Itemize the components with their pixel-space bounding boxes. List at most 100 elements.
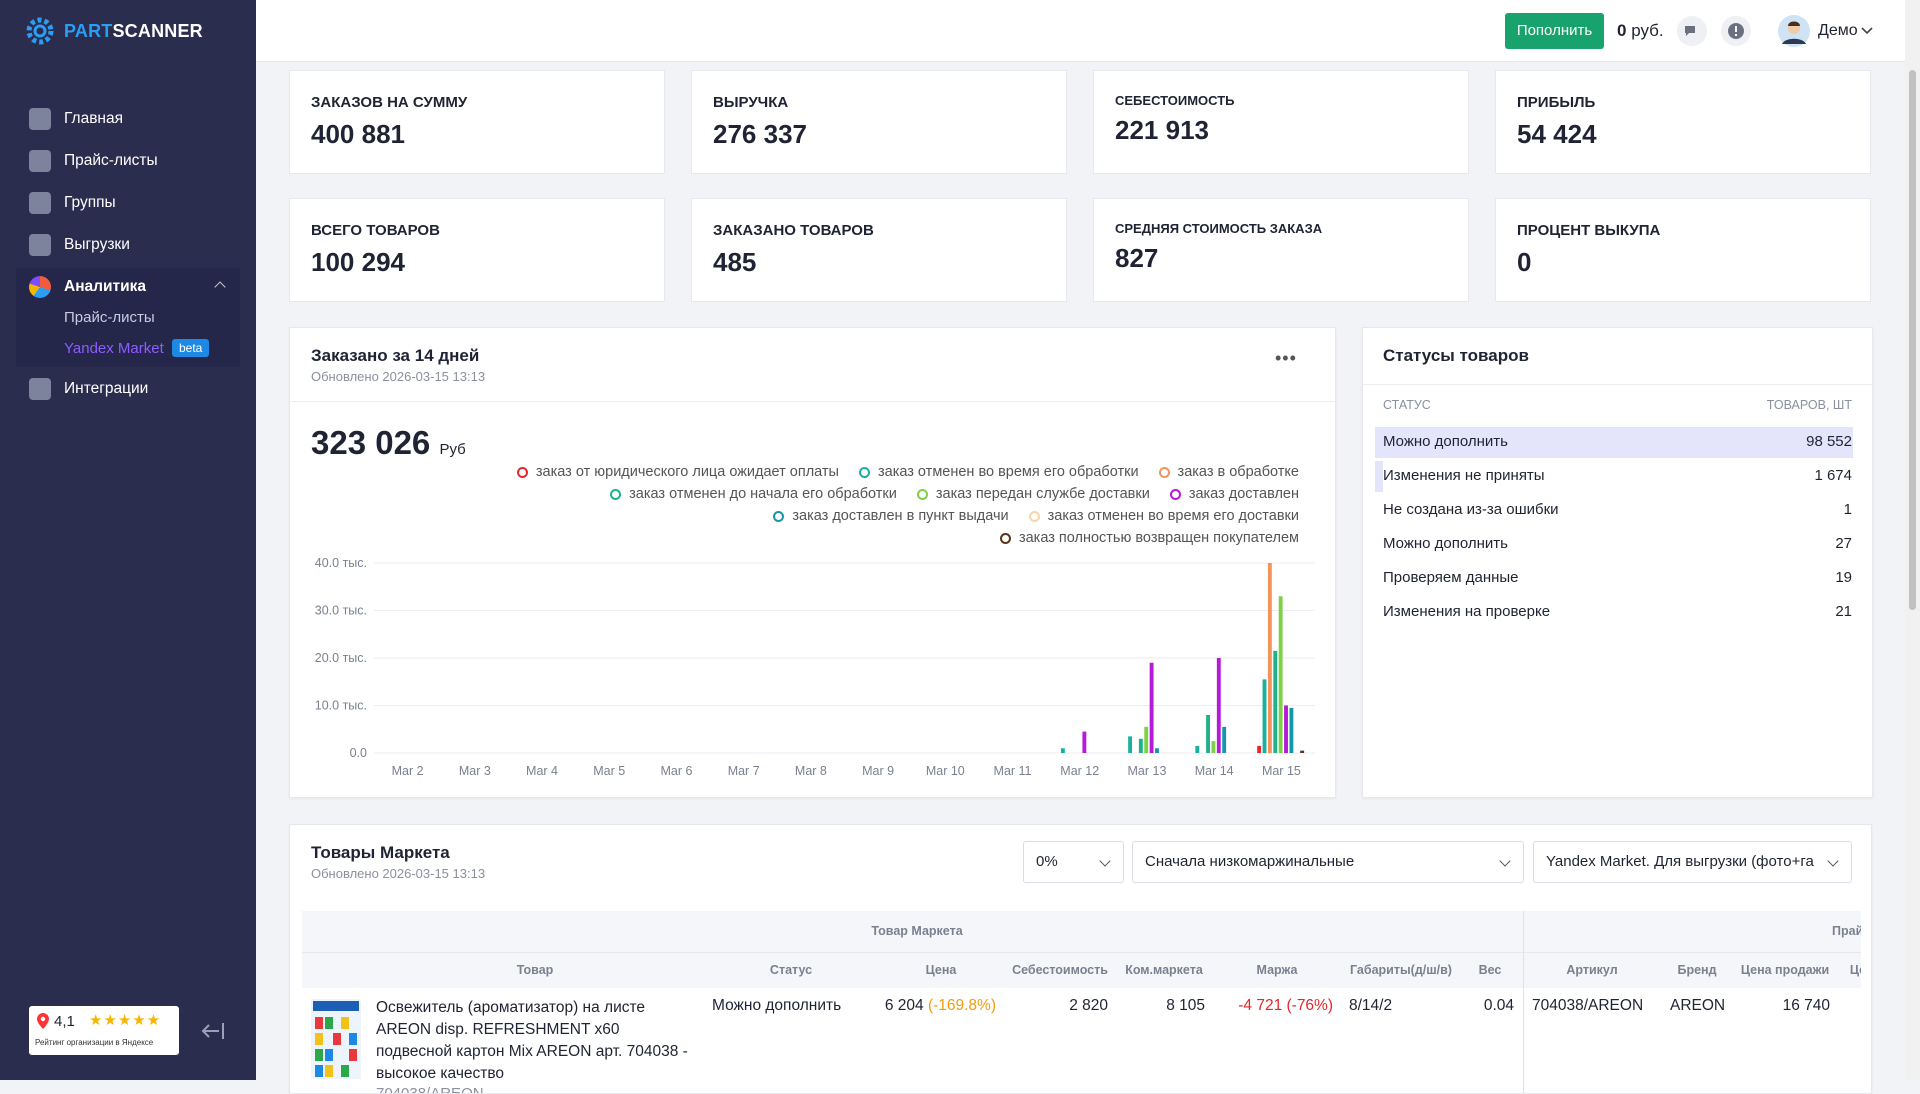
user-name[interactable]: Демо xyxy=(1818,22,1858,39)
legend-item[interactable]: заказ от юридического лица ожидает оплат… xyxy=(516,464,839,480)
bar xyxy=(1262,679,1267,753)
stat-title: СРЕДНЯЯ СТОИМОСТЬ ЗАКАЗА xyxy=(1115,221,1323,236)
rating-value: 4,1 xyxy=(54,1013,75,1030)
legend-item[interactable]: заказ отменен до начала его обработки xyxy=(610,486,897,502)
column-header: Бренд xyxy=(1677,963,1717,977)
weight: 0.04 xyxy=(1483,997,1514,1014)
x-tick-label: Mar 7 xyxy=(728,764,760,778)
menu-icon xyxy=(29,276,51,298)
x-tick-label: Mar 9 xyxy=(862,764,894,778)
x-tick-label: Mar 15 xyxy=(1262,764,1301,778)
menu-item[interactable]: Выгрузки xyxy=(64,236,130,253)
topup-button[interactable]: Пополнить xyxy=(1505,13,1604,49)
stat-title: ВСЕГО ТОВАРОВ xyxy=(311,222,440,239)
column-header: СТАТУС xyxy=(1383,398,1431,412)
column-header: Артикул xyxy=(1566,963,1618,977)
status-name: Не создана из-за ошибки xyxy=(1383,501,1559,518)
y-tick-label: 0.0 xyxy=(350,746,367,760)
menu-icon xyxy=(29,150,51,172)
bar xyxy=(1273,650,1278,753)
status-panel: Статусы товаров СТАТУС ТОВАРОВ, ШТ Можно… xyxy=(1362,327,1873,798)
legend-label: заказ передан службе доставки xyxy=(935,486,1150,502)
status-name: Изменения на проверке xyxy=(1383,603,1551,620)
legend-item[interactable]: заказ передан службе доставки xyxy=(916,486,1150,502)
legend-marker xyxy=(1158,466,1170,478)
stat-value: 0 xyxy=(1517,247,1532,277)
collapse-button[interactable] xyxy=(200,1020,226,1042)
legend-marker xyxy=(1028,510,1040,522)
x-tick-label: Mar 12 xyxy=(1060,764,1099,778)
legend-item[interactable]: заказ отменен во время его доставки xyxy=(1028,508,1299,524)
balance: 0 руб. xyxy=(1617,21,1664,41)
info-button[interactable] xyxy=(1720,15,1752,47)
product-sku: 704038/AREON xyxy=(376,1085,484,1094)
more-button[interactable]: ••• xyxy=(1275,348,1297,368)
row-highlight xyxy=(1375,427,1853,458)
status-count: 27 xyxy=(1835,535,1852,552)
legend-item[interactable]: заказ доставлен в пункт выдачи xyxy=(773,508,1009,524)
menu-item[interactable]: Прайс-листы xyxy=(64,152,158,169)
product-name[interactable]: Освежитель (ароматизатор) на листе AREON… xyxy=(376,999,688,1082)
panel-title: Заказано за 14 дней xyxy=(311,346,480,365)
bar xyxy=(1284,705,1288,753)
stat-card: ВЫРУЧКА 276 337 xyxy=(691,70,1067,174)
legend: заказ от юридического лица ожидает оплат… xyxy=(489,464,1299,546)
sort-select[interactable]: Сначала низкомаржинальные xyxy=(1132,841,1524,883)
status: Можно дополнить xyxy=(712,997,842,1014)
legend-marker xyxy=(916,488,928,500)
bar xyxy=(1060,748,1065,753)
legend-item[interactable]: заказ отменен во время его обработки xyxy=(858,464,1139,480)
bar xyxy=(1195,745,1200,753)
stat-value: 276 337 xyxy=(713,119,807,149)
divider xyxy=(302,952,1861,953)
submenu-item[interactable]: Yandex Market xyxy=(64,340,164,357)
legend-item[interactable]: заказ в обработке xyxy=(1158,464,1299,480)
stat-card: ЗАКАЗОВ НА СУММУ 400 881 xyxy=(289,70,665,174)
bar xyxy=(1267,563,1272,753)
column-header: Габариты(д/ш/в) xyxy=(1350,963,1452,977)
divider xyxy=(1523,911,1524,1093)
menu-icon xyxy=(29,108,51,130)
price-value: 6 204 xyxy=(884,997,924,1014)
legend-item[interactable]: заказ полностью возвращен покупателем xyxy=(999,530,1299,546)
filter-select[interactable]: 0% xyxy=(1023,841,1124,883)
avatar[interactable] xyxy=(1777,14,1811,48)
menu-item[interactable]: Главная xyxy=(64,110,123,127)
status-count: 21 xyxy=(1835,603,1852,620)
scrollbar[interactable] xyxy=(1905,0,1920,1080)
article: 704038/AREON xyxy=(1532,997,1644,1014)
bar xyxy=(1222,726,1227,753)
legend-marker xyxy=(610,488,622,500)
legend-label: заказ отменен во время его доставки xyxy=(1047,508,1299,524)
legend-marker xyxy=(1169,488,1181,500)
x-tick-label: Mar 10 xyxy=(926,764,965,778)
stat-title: ЗАКАЗОВ НА СУММУ xyxy=(311,94,468,111)
pin-icon xyxy=(37,1013,49,1029)
product-image xyxy=(311,999,361,1079)
legend-item[interactable]: заказ доставлен xyxy=(1169,486,1299,502)
chart: 0.0 10.0 тыс. 20.0 тыс. 30.0 тыс. 40.0 тыс. M… xyxy=(315,556,1315,778)
status-name: Можно дополнить xyxy=(1383,433,1508,450)
bar xyxy=(1257,745,1262,753)
status-count: 98 552 xyxy=(1806,433,1852,450)
rating-widget[interactable]: 4,1 ★★★★★ Рейтинг организации в Яндексе xyxy=(29,1006,179,1055)
sidebar: PARTSCANNER 4,1 ★★★★★ Рейтинг организаци… xyxy=(0,0,256,1080)
total-value: 323 026 xyxy=(311,424,431,461)
menu-item[interactable]: Аналитика xyxy=(64,278,147,295)
chat-button[interactable] xyxy=(1676,15,1708,47)
scrollbar-thumb[interactable] xyxy=(1909,70,1916,610)
status-count: 1 xyxy=(1843,501,1852,518)
stat-value: 221 913 xyxy=(1115,115,1209,145)
submenu-item[interactable]: Прайс-листы xyxy=(64,309,155,326)
y-tick-label: 30.0 тыс. xyxy=(315,604,367,618)
logo: PARTSCANNER xyxy=(64,21,203,42)
column-header: Товар xyxy=(516,963,554,977)
group-header: Прай xyxy=(1832,924,1861,938)
total: 323 026 Руб xyxy=(311,424,466,462)
menu-item[interactable]: Группы xyxy=(64,194,116,211)
legend-label: заказ отменен во время его обработки xyxy=(877,464,1139,480)
menu-item[interactable]: Интеграции xyxy=(64,380,149,397)
bar xyxy=(1144,726,1149,753)
pricelist-select[interactable]: Yandex Market. Для выгрузки (фото+га xyxy=(1533,841,1852,883)
